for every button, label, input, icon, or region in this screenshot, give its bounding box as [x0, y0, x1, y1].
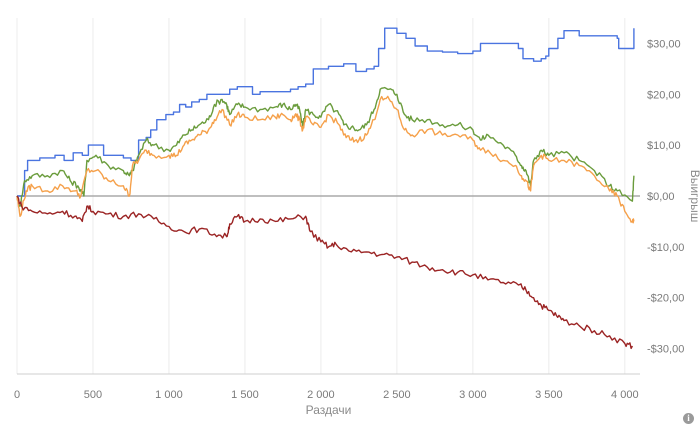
x-tick-label: 1 500 [231, 389, 259, 401]
y-tick-label: $0,00 [647, 191, 675, 203]
series-group [16, 27, 635, 350]
y-tick-labels: $30,00 $20,00 $10,00 $0,00 -$10,00 -$20,00 -$3… [647, 38, 684, 355]
y-tick-label: $20,00 [647, 89, 681, 101]
x-tick-label: 4 000 [611, 389, 639, 401]
x-tick-label: 500 [84, 389, 102, 401]
series-line-2 [16, 95, 635, 224]
x-tick-label: 3 500 [535, 389, 563, 401]
series-line-0 [17, 27, 635, 197]
y-tick-label: $30,00 [647, 38, 681, 50]
y-tick-label: $10,00 [647, 140, 681, 152]
y-tick-label: -$10,00 [647, 242, 684, 254]
x-tick-label: 3 000 [459, 389, 487, 401]
x-tick-label: 2 500 [383, 389, 411, 401]
x-tick-labels: 0 500 1 000 1 500 2 000 2 500 3 000 3 500 4 000 [14, 389, 639, 401]
y-axis-title: Выигрыш [688, 170, 700, 223]
y-tick-label: -$20,00 [647, 293, 684, 305]
series-line-1 [16, 86, 635, 207]
x-axis-title: Раздачи [306, 403, 352, 417]
info-icon[interactable]: i [683, 413, 694, 424]
series-line-3 [16, 195, 634, 350]
x-tick-label: 1 000 [155, 389, 183, 401]
y-tick-label: -$30,00 [647, 344, 684, 356]
x-tick-label: 2 000 [307, 389, 335, 401]
x-tick-label: 0 [14, 389, 20, 401]
